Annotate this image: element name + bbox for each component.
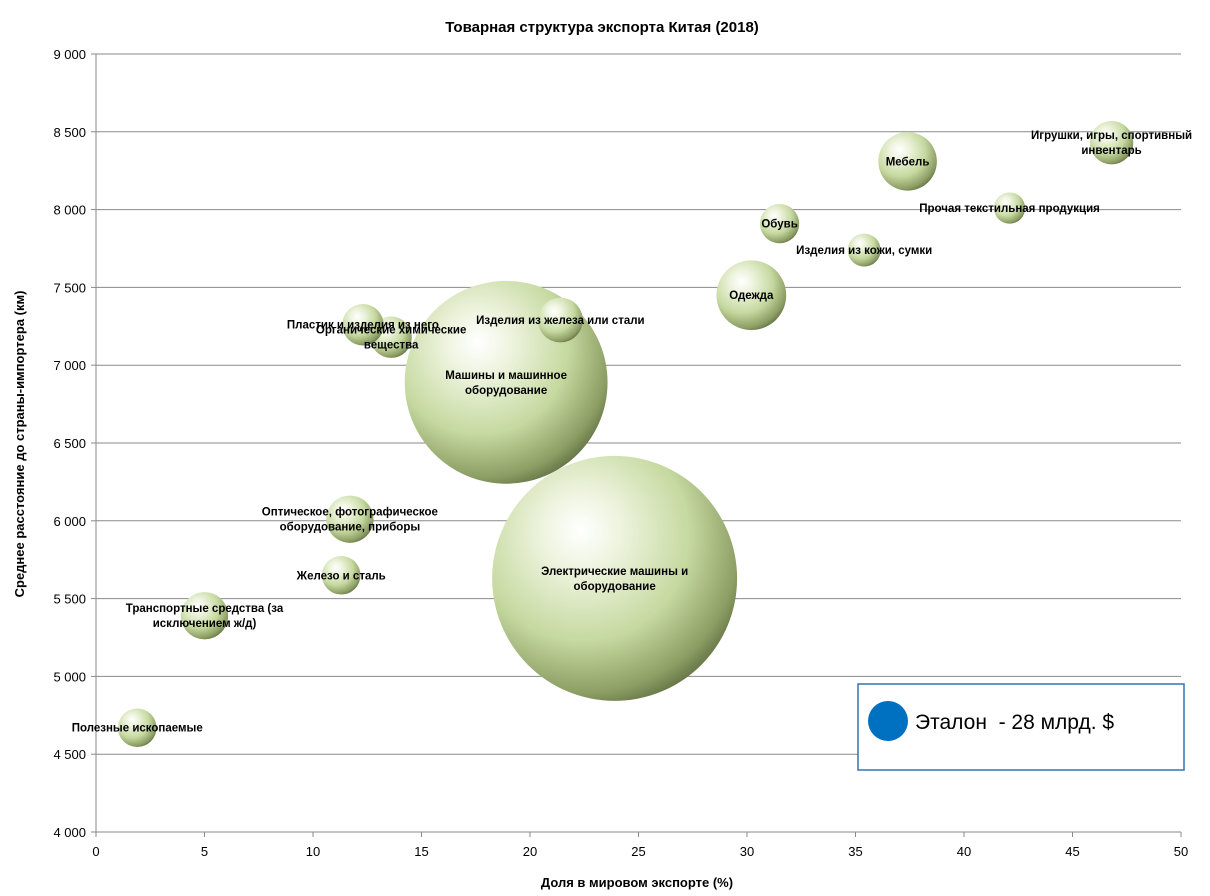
y-tick-label-0: 4 000 [53,825,86,840]
bubble-label-8: Электрические машины и оборудование [541,566,688,593]
y-tick-label-2: 5 000 [53,669,86,684]
x-tick-label-5: 25 [631,844,645,859]
bubble-6 [538,297,583,343]
bubble-label-5: Пластик и изделия из него [287,320,439,332]
legend-marker [868,701,908,741]
x-tick-label-4: 20 [523,844,537,859]
x-tick-label-6: 30 [740,844,754,859]
bubble-14 [1089,120,1134,165]
legend-box [857,683,1185,771]
x-axis-title: Доля в мировом экспорте (%) [541,875,733,890]
y-tick-label-4: 6 000 [53,514,86,529]
bubble-label-11: Изделия из кожи, сумки [796,245,932,257]
x-tick-label-7: 35 [848,844,862,859]
bubble-label-6: Изделия из железа или стали [476,315,644,327]
y-tick-label-1: 4 500 [53,747,86,762]
x-tick-label-2: 10 [306,844,320,859]
bubble-label-0: Полезные ископаемые [72,723,203,735]
bubble-label-1: Транспортные средства (за исключением ж/д… [126,603,284,630]
chart-title: Товарная структура экспорта Китая (2018) [445,19,759,36]
bubble-label-3: Оптическое, фотографическое оборудование,… [262,507,438,534]
bubble-0 [117,708,157,748]
x-tick-label-3: 15 [414,844,428,859]
bubble-label-7: Машины и машинное оборудование [445,370,567,397]
legend: Эталон - 28 млрд. $ [857,683,1185,771]
bubble-1 [180,592,229,640]
x-tick-label-8: 40 [957,844,971,859]
y-tick-label-8: 8 000 [53,203,86,218]
bubble-8 [492,455,738,701]
bubble-labels: Полезные ископаемые Транспортные средства… [72,130,1192,735]
bubble-label-4: Органические химические вещества [316,325,466,352]
bubble-label-12: Мебель [886,156,930,168]
y-axis-ticks: 4 000 4 500 5 000 5 500 6 000 6 500 7 000 7 500… [53,47,96,840]
bubble-5 [342,304,384,346]
y-tick-label-9: 8 500 [53,125,86,140]
y-tick-label-10: 9 000 [53,47,86,62]
bubbles [117,120,1134,748]
bubble-9 [716,260,787,331]
bubble-13 [993,192,1026,224]
bubble-12 [878,132,937,191]
x-tick-label-9: 45 [1065,844,1079,859]
x-tick-label-10: 50 [1174,844,1188,859]
legend-text: Эталон - 28 млрд. $ [915,711,1114,734]
x-axis-ticks: 0 5 10 15 20 25 30 35 40 45 50 [92,832,1188,859]
bubble-label-13: Прочая текстильная продукция [919,203,1100,215]
bubble-label-14: Игрушки, игры, спортивный инвентарь [1031,130,1192,157]
bubble-10 [759,203,800,244]
y-tick-label-7: 7 500 [53,280,86,295]
bubble-3 [326,495,374,543]
y-tick-label-6: 7 000 [53,358,86,373]
y-tick-label-5: 6 500 [53,436,86,451]
bubble-11 [847,233,881,267]
x-tick-label-0: 0 [92,844,99,859]
y-axis-title: Среднее расстояние до страны-импортера (… [12,291,27,598]
bubble-label-9: Одежда [729,290,774,302]
bubble-label-2: Железо и сталь [296,570,386,582]
bubble-label-10: Обувь [761,219,797,231]
bubble-2 [321,555,361,595]
y-tick-label-3: 5 500 [53,592,86,607]
x-tick-label-1: 5 [201,844,208,859]
